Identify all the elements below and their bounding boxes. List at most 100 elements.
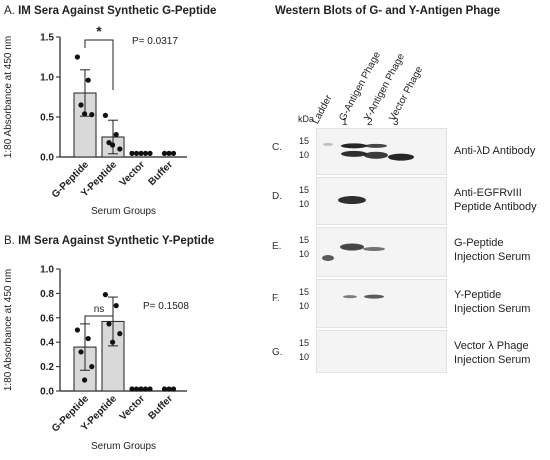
data-point — [85, 335, 91, 342]
blot-panel-label-line: Anti-EGFRvIII — [454, 187, 522, 199]
blot-panel-label-line: Anti-λD Antibody — [454, 145, 536, 157]
x-tick-label: Vector — [118, 159, 147, 188]
y-tick-label: 0.0 — [40, 153, 54, 164]
data-point — [129, 386, 135, 392]
x-tick-label: Buffer — [147, 159, 176, 188]
blot-panel-label: Anti-EGFRvIII Peptide Antibody — [454, 186, 537, 214]
data-point — [138, 150, 144, 156]
marker-label: 10 — [299, 301, 310, 311]
significance-bracket — [84, 315, 114, 326]
marker-label: 15 — [299, 287, 310, 297]
blot-background — [316, 330, 447, 373]
blot-band — [341, 143, 367, 149]
y-axis-label: 1:80 Absorbance at 450 nm — [3, 36, 14, 158]
y-tick-label: 1.5 — [40, 33, 54, 44]
blot-panel-label: G-Peptide Injection Serum — [454, 236, 530, 264]
blot-panel-letter: D. — [272, 191, 282, 202]
data-point — [102, 292, 108, 298]
blot-panel-label: Y-Peptide Injection Serum — [454, 288, 530, 316]
panel-b-title-text: IM Sera Against Synthetic Y-Peptide — [18, 235, 215, 247]
blot-panel-label-line: Peptide Antibody — [454, 201, 537, 213]
blot-panel-label-line: Y-Peptide — [454, 289, 502, 301]
p-value: P= 0.0317 — [132, 36, 178, 47]
marker-label: 10 — [299, 352, 310, 362]
data-point — [166, 150, 172, 156]
significance-label: * — [96, 23, 102, 39]
blot-panel-label-line: Injection Serum — [454, 303, 531, 315]
y-tick-label: 0.5 — [40, 113, 54, 124]
blot-band — [364, 151, 388, 159]
blot-panel-letter: G. — [272, 347, 283, 358]
lane-number-3: 3 — [393, 117, 399, 128]
data-point — [117, 331, 123, 337]
data-point — [129, 150, 135, 156]
data-point — [113, 303, 119, 309]
data-point — [78, 349, 84, 355]
data-point — [170, 150, 177, 156]
blot-image — [316, 128, 447, 175]
blot-band — [322, 255, 334, 261]
data-point — [102, 112, 108, 118]
y-tick-label: 1.0 — [40, 265, 54, 276]
y-tick-label: 0.6 — [40, 313, 54, 324]
blot-band — [343, 295, 357, 299]
data-point — [142, 150, 149, 156]
data-point — [166, 386, 172, 392]
chart-b: 0.0 0.2 0.4 0.6 0.8 1.0 1:80 Absorbance at 450… — [3, 265, 189, 453]
blot-panel-letter: E. — [272, 241, 282, 252]
data-point — [142, 386, 149, 392]
blot-panel-letter: F. — [272, 293, 280, 304]
blot-band — [364, 294, 384, 299]
marker-label: 15 — [299, 185, 310, 195]
panel-b-letter: B. — [4, 235, 15, 247]
y-tick-label: 0.4 — [40, 338, 54, 349]
y-tick-label: 1.0 — [40, 73, 54, 84]
panel-a-letter: A. — [4, 5, 15, 17]
data-point — [82, 111, 88, 117]
blot-panel-label: Anti-λD Antibody — [454, 144, 535, 158]
x-axis-label: Serum Groups — [91, 441, 156, 452]
marker-label: 15 — [299, 338, 310, 348]
lane-number-2: 2 — [367, 117, 373, 128]
data-point — [74, 54, 80, 60]
y-tick-label: 0.8 — [40, 289, 54, 300]
blot-panel-label-line: G-Peptide — [454, 237, 504, 249]
kda-label: kDa — [298, 114, 315, 124]
panel-a-title: A. IM Sera Against Synthetic G-Peptide — [4, 5, 216, 17]
y-tick-label: 0.2 — [40, 362, 54, 373]
blot-band — [388, 153, 414, 161]
blot-image — [316, 227, 447, 277]
x-tick-label: Buffer — [147, 393, 176, 422]
data-point — [147, 150, 153, 156]
blot-band — [341, 150, 367, 157]
significance-label: ns — [94, 304, 105, 315]
data-point — [138, 386, 144, 392]
data-point — [117, 146, 123, 152]
data-point — [110, 142, 116, 148]
data-point — [133, 150, 140, 156]
data-point — [133, 386, 140, 392]
marker-label: 15 — [299, 136, 310, 146]
blot-band — [338, 196, 366, 205]
data-point — [161, 386, 168, 392]
y-tick-label: 0.0 — [40, 387, 54, 398]
marker-label: 10 — [299, 199, 310, 209]
y-axis-label: 1:80 Absorbance at 450 nm — [3, 269, 14, 391]
blot-panel-label-line: Injection Serum — [454, 354, 531, 366]
blot-band — [365, 143, 387, 148]
blot-band — [363, 247, 385, 251]
blot-image — [316, 279, 447, 328]
blot-image — [316, 177, 447, 225]
blot-panel-label-line: Injection Serum — [454, 251, 531, 263]
data-point — [106, 321, 112, 327]
blot-band — [340, 243, 364, 251]
blot-panel-label-line: Vector λ Phage — [454, 340, 529, 352]
blot-background — [316, 279, 447, 328]
data-point — [78, 102, 84, 108]
x-tick-label: Vector — [118, 393, 147, 422]
p-value: P= 0.1508 — [143, 301, 189, 312]
data-point — [170, 386, 177, 392]
blot-background — [316, 128, 447, 175]
western-area: Ladder G-Antigen Phage Y-Antigen Phage V… — [298, 40, 550, 460]
blot-band — [323, 142, 333, 146]
